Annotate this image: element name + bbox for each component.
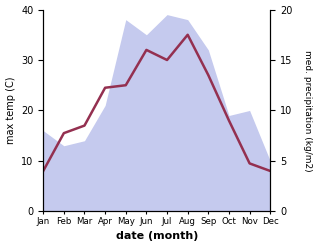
Y-axis label: max temp (C): max temp (C) xyxy=(5,77,16,144)
Y-axis label: med. precipitation (kg/m2): med. precipitation (kg/m2) xyxy=(303,50,313,171)
X-axis label: date (month): date (month) xyxy=(115,231,198,242)
